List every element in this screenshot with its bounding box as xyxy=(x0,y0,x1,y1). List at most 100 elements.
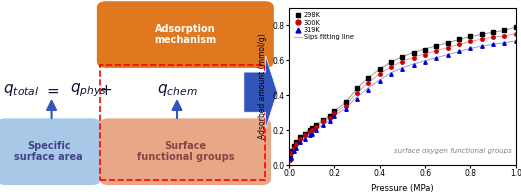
Text: $\mathbf{\mathit{q}}_{\mathbf{\mathit{phys}}}$: $\mathbf{\mathit{q}}_{\mathbf{\mathit{ph… xyxy=(70,81,107,99)
300K xyxy=(411,57,417,60)
Y-axis label: Adsorbed amount (mmol/g): Adsorbed amount (mmol/g) xyxy=(258,34,267,139)
Polygon shape xyxy=(244,56,277,129)
Text: Surface
functional groups: Surface functional groups xyxy=(137,141,234,162)
319K xyxy=(411,64,417,67)
300K xyxy=(490,36,496,39)
319K xyxy=(513,40,519,42)
298K xyxy=(501,29,507,31)
298K xyxy=(308,127,315,130)
300K xyxy=(354,92,361,94)
Line: 298K: 298K xyxy=(288,25,517,160)
298K xyxy=(433,45,440,47)
Line: 300K: 300K xyxy=(288,32,517,162)
319K xyxy=(354,98,361,100)
319K xyxy=(306,134,313,137)
300K xyxy=(467,40,474,42)
300K xyxy=(287,159,293,161)
298K xyxy=(377,68,383,70)
298K xyxy=(422,49,428,51)
X-axis label: Pressure (MPa): Pressure (MPa) xyxy=(371,184,434,192)
300K xyxy=(388,66,394,68)
298K xyxy=(302,132,308,135)
319K xyxy=(490,43,496,46)
298K xyxy=(327,115,333,117)
Text: surface oxygen functional groups: surface oxygen functional groups xyxy=(393,148,511,154)
298K xyxy=(467,35,474,37)
319K xyxy=(444,54,451,56)
Text: Adsorption
mechanism: Adsorption mechanism xyxy=(154,24,216,45)
319K xyxy=(313,129,319,131)
298K xyxy=(331,110,338,112)
300K xyxy=(456,43,462,46)
319K xyxy=(302,138,308,140)
298K xyxy=(456,38,462,40)
319K xyxy=(399,68,405,70)
Text: $+$: $+$ xyxy=(100,83,113,98)
319K xyxy=(327,120,333,122)
319K xyxy=(288,157,294,159)
300K xyxy=(479,38,485,40)
Text: $=$: $=$ xyxy=(44,83,59,98)
298K xyxy=(288,150,294,152)
Legend: 298K, 300K, 319K, Sips fitting line: 298K, 300K, 319K, Sips fitting line xyxy=(292,11,355,42)
300K xyxy=(297,138,304,140)
298K xyxy=(513,26,519,28)
300K xyxy=(308,129,315,131)
319K xyxy=(287,167,293,170)
319K xyxy=(343,108,349,110)
FancyBboxPatch shape xyxy=(97,2,273,67)
319K xyxy=(293,146,299,149)
300K xyxy=(320,120,326,122)
300K xyxy=(331,112,338,114)
298K xyxy=(291,145,297,147)
300K xyxy=(433,50,440,53)
298K xyxy=(287,157,293,159)
319K xyxy=(377,80,383,82)
300K xyxy=(513,33,519,35)
298K xyxy=(306,129,313,131)
319K xyxy=(422,61,428,63)
319K xyxy=(456,50,462,53)
300K xyxy=(288,152,294,154)
Text: $\mathbf{\mathit{q}}_{\mathbf{\mathit{total}}}$: $\mathbf{\mathit{q}}_{\mathbf{\mathit{to… xyxy=(3,82,39,98)
300K xyxy=(306,131,313,133)
319K xyxy=(479,45,485,47)
Line: 319K: 319K xyxy=(288,39,517,170)
298K xyxy=(444,41,451,44)
300K xyxy=(293,143,299,145)
300K xyxy=(365,82,371,84)
319K xyxy=(433,57,440,60)
319K xyxy=(467,47,474,49)
298K xyxy=(479,33,485,35)
Text: $\mathbf{\mathit{q}}_{\mathbf{\mathit{chem}}}$: $\mathbf{\mathit{q}}_{\mathbf{\mathit{ch… xyxy=(157,82,197,98)
319K xyxy=(297,141,304,144)
298K xyxy=(313,124,319,126)
298K xyxy=(343,101,349,103)
298K xyxy=(354,87,361,89)
319K xyxy=(331,115,338,117)
300K xyxy=(313,126,319,128)
300K xyxy=(327,117,333,119)
300K xyxy=(422,54,428,56)
319K xyxy=(291,150,297,152)
Text: Specific
surface area: Specific surface area xyxy=(15,141,83,162)
300K xyxy=(291,146,297,149)
298K xyxy=(388,61,394,63)
298K xyxy=(490,31,496,33)
298K xyxy=(297,136,304,138)
FancyBboxPatch shape xyxy=(0,119,101,184)
319K xyxy=(501,41,507,44)
300K xyxy=(444,47,451,49)
298K xyxy=(411,52,417,54)
319K xyxy=(365,89,371,91)
300K xyxy=(343,104,349,107)
319K xyxy=(388,73,394,75)
319K xyxy=(320,124,326,126)
319K xyxy=(308,132,315,135)
FancyBboxPatch shape xyxy=(101,119,270,184)
300K xyxy=(501,35,507,37)
300K xyxy=(399,61,405,63)
298K xyxy=(320,118,326,121)
298K xyxy=(399,55,405,58)
298K xyxy=(365,76,371,79)
